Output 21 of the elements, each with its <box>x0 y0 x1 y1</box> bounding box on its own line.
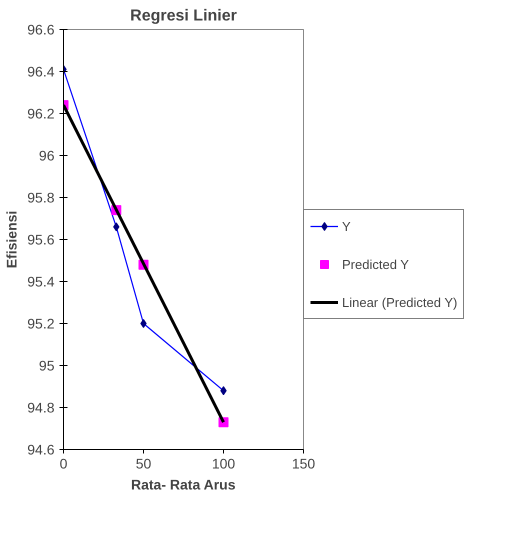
y-axis-title: Efisiensi <box>3 210 20 268</box>
x-tick-label: 0 <box>60 456 68 472</box>
y-tick-label: 95.4 <box>27 274 55 290</box>
legend-label: Y <box>342 218 352 234</box>
y-tick-label: 96.4 <box>27 64 55 80</box>
x-tick-label: 50 <box>136 456 152 472</box>
y-tick-label: 96.6 <box>27 22 55 38</box>
legend-label: Predicted Y <box>342 256 409 272</box>
y-tick-label: 95.6 <box>27 232 55 248</box>
legend-label: Linear (Predicted Y) <box>342 294 458 310</box>
y-tick-label: 95 <box>38 358 55 374</box>
y-tick-label: 96 <box>38 148 55 164</box>
y-tick-label: 94.6 <box>27 442 55 458</box>
x-axis-title: Rata- Rata Arus <box>130 476 236 492</box>
y-tick-label: 95.2 <box>27 316 55 332</box>
x-tick-label: 100 <box>212 456 236 472</box>
y-tick-label: 95.8 <box>27 190 55 206</box>
chart-title: Regresi Linier <box>130 8 237 24</box>
y-tick-label: 96.2 <box>27 106 55 122</box>
x-tick-label: 150 <box>292 456 316 472</box>
y-tick-label: 94.8 <box>27 400 55 416</box>
